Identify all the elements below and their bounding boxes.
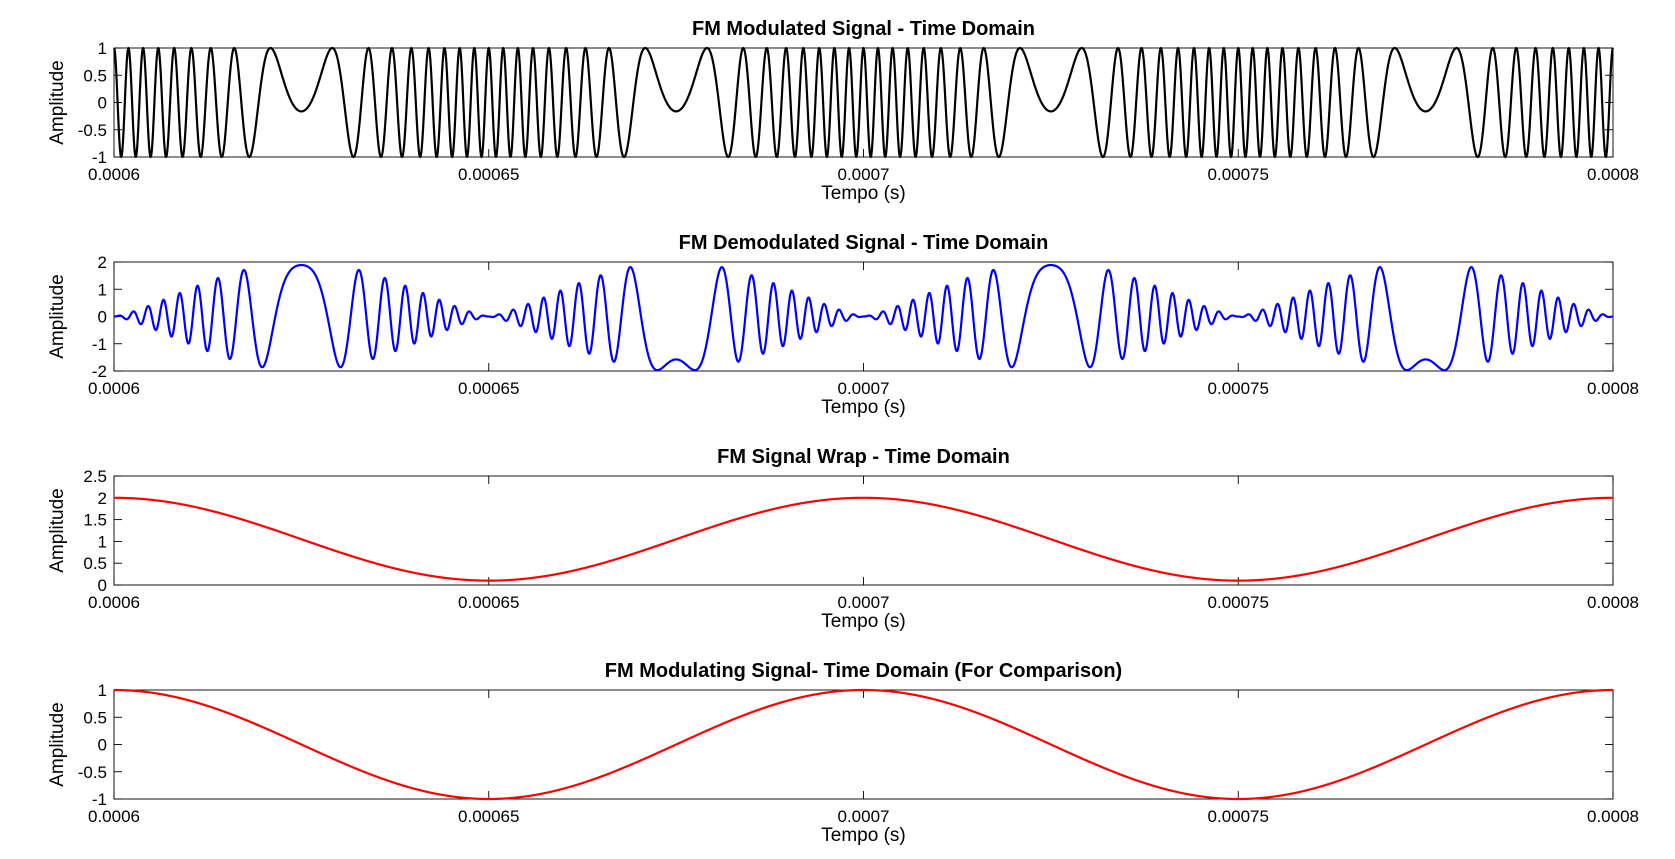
x-tick-label: 0.0007 <box>838 807 890 826</box>
x-tick-label: 0.0006 <box>88 593 140 612</box>
x-tick-label: 0.00075 <box>1208 593 1269 612</box>
x-tick-label: 0.0006 <box>88 379 140 398</box>
axes-box <box>113 689 1614 800</box>
y-tick-label: 0.5 <box>83 554 107 573</box>
x-axis-label: Tempo (s) <box>821 825 905 846</box>
chart-title: FM Modulated Signal - Time Domain <box>692 18 1035 40</box>
x-tick-label: 0.00075 <box>1208 165 1269 184</box>
x-tick-label: 0.0007 <box>838 379 890 398</box>
series-line <box>113 46 1614 159</box>
y-tick-label: 1.5 <box>83 511 107 530</box>
y-tick-label: 1 <box>98 280 107 299</box>
y-tick-label: 2 <box>98 489 107 508</box>
series-line <box>113 688 1614 801</box>
chart-title: FM Modulating Signal- Time Domain (For C… <box>605 660 1122 682</box>
x-axis-label: Tempo (s) <box>821 397 905 418</box>
y-tick-label: 1 <box>98 681 107 700</box>
x-tick-label: 0.00065 <box>458 379 519 398</box>
y-axis-label: Amplitude <box>47 702 68 787</box>
chart-title: FM Signal Wrap - Time Domain <box>717 446 1010 468</box>
x-tick-label: 0.00065 <box>458 593 519 612</box>
x-tick-label: 0.0008 <box>1587 165 1639 184</box>
x-tick-label: 0.0008 <box>1587 593 1639 612</box>
x-tick-label: 0.0006 <box>88 807 140 826</box>
series-line <box>113 496 1614 582</box>
chart-title: FM Demodulated Signal - Time Domain <box>679 232 1049 254</box>
x-tick-label: 0.00075 <box>1208 807 1269 826</box>
chart-panel-3: 0.0006 0.00065 0.0007 0.00075 0.0008 0 0.5 1 1.5… <box>47 446 1639 632</box>
y-axis-label: Amplitude <box>47 274 68 359</box>
y-tick-label: 1 <box>98 39 107 58</box>
y-tick-label: -2 <box>92 362 107 381</box>
series-line <box>113 263 1614 372</box>
chart-panel-2: 0.0006 0.00065 0.0007 0.00075 0.0008 -2 -1 0 1 2 F… <box>47 232 1639 418</box>
x-tick-label: 0.0007 <box>838 165 890 184</box>
y-tick-label: -1 <box>92 790 107 809</box>
y-tick-label: 2.5 <box>83 467 107 486</box>
y-tick-label: 1 <box>98 532 107 551</box>
y-tick-label: 0 <box>98 94 107 113</box>
x-tick-label: 0.0008 <box>1587 379 1639 398</box>
y-axis-label: Amplitude <box>47 488 68 573</box>
y-tick-label: 0.5 <box>83 708 107 727</box>
y-tick-label: -1 <box>92 335 107 354</box>
chart-panel-1: 0.0006 0.00065 0.0007 0.00075 0.0008 -1 -0.5 0 0… <box>47 18 1639 204</box>
y-axis-label: Amplitude <box>47 60 68 145</box>
x-tick-label: 0.00065 <box>458 165 519 184</box>
x-tick-label: 0.00065 <box>458 807 519 826</box>
axes-box <box>113 475 1614 586</box>
chart-panel-4: 0.0006 0.00065 0.0007 0.00075 0.0008 -1 -0.5 0 0… <box>47 660 1639 846</box>
x-axis-label: Tempo (s) <box>821 611 905 632</box>
y-tick-label: 0 <box>98 308 107 327</box>
x-tick-label: 0.0008 <box>1587 807 1639 826</box>
y-tick-label: -0.5 <box>78 763 107 782</box>
y-tick-label: 0 <box>98 576 107 595</box>
y-tick-label: -0.5 <box>78 121 107 140</box>
y-tick-label: -1 <box>92 148 107 167</box>
x-tick-label: 0.0007 <box>838 593 890 612</box>
x-axis-label: Tempo (s) <box>821 183 905 204</box>
x-tick-label: 0.00075 <box>1208 379 1269 398</box>
x-tick-label: 0.0006 <box>88 165 140 184</box>
y-tick-label: 2 <box>98 253 107 272</box>
y-tick-label: 0 <box>98 736 107 755</box>
y-tick-label: 0.5 <box>83 66 107 85</box>
